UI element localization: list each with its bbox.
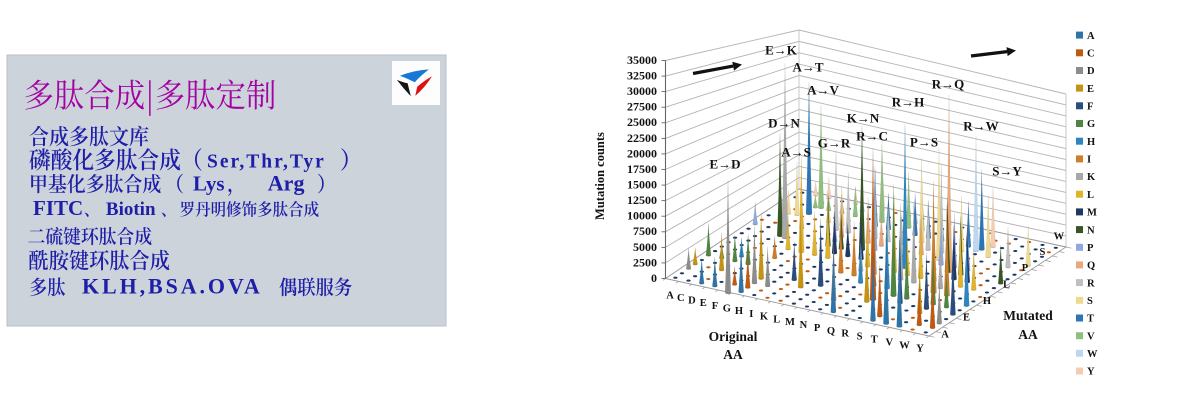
svg-text:17500: 17500: [627, 162, 657, 176]
svg-text:7500: 7500: [633, 224, 657, 238]
svg-text:H: H: [983, 296, 991, 307]
svg-text:S: S: [1039, 247, 1045, 258]
svg-text:K: K: [760, 312, 769, 323]
svg-text:12500: 12500: [627, 193, 657, 207]
svg-text:S: S: [1087, 296, 1093, 307]
svg-text:30000: 30000: [627, 84, 657, 98]
svg-text:R→C: R→C: [856, 129, 888, 144]
svg-text:Y: Y: [916, 344, 924, 355]
svg-text:2500: 2500: [633, 255, 657, 269]
svg-text:A: A: [666, 290, 674, 301]
svg-text:D: D: [1087, 66, 1095, 77]
svg-text:P: P: [1022, 263, 1029, 274]
svg-text:Q: Q: [827, 326, 835, 337]
svg-text:25000: 25000: [627, 115, 657, 129]
svg-text:27500: 27500: [627, 100, 657, 114]
svg-text:32500: 32500: [627, 69, 657, 83]
svg-text:E: E: [963, 313, 970, 324]
svg-text:AA: AA: [1018, 327, 1038, 342]
svg-text:Lys: Lys: [193, 172, 225, 196]
svg-text:F: F: [1087, 102, 1093, 113]
svg-text:A→T: A→T: [792, 60, 823, 75]
svg-text:FITC: FITC: [33, 196, 83, 220]
svg-text:M: M: [785, 317, 795, 328]
svg-text:R: R: [1087, 278, 1095, 289]
svg-text:KLH,BSA.OVA: KLH,BSA.OVA: [82, 274, 263, 299]
svg-text:Mutation counts: Mutation counts: [593, 132, 607, 220]
svg-text:Y: Y: [1087, 367, 1095, 378]
svg-text:P: P: [1087, 243, 1094, 254]
svg-text:W: W: [1087, 349, 1098, 360]
svg-text:W: W: [899, 341, 910, 352]
svg-text:D→N: D→N: [768, 116, 800, 131]
svg-text:L: L: [1003, 279, 1010, 290]
svg-text:C: C: [1087, 49, 1095, 60]
svg-text:L: L: [773, 314, 780, 325]
svg-text:R: R: [841, 329, 849, 340]
svg-text:I: I: [749, 309, 753, 320]
svg-text:A→S: A→S: [781, 145, 811, 160]
svg-text:F: F: [712, 301, 718, 312]
svg-text:22500: 22500: [627, 131, 657, 145]
svg-text:A→V: A→V: [807, 83, 839, 98]
svg-text:G→R: G→R: [818, 136, 851, 151]
svg-text:E→K: E→K: [765, 43, 798, 58]
svg-text:AA: AA: [723, 347, 743, 362]
svg-text:E: E: [700, 298, 707, 309]
svg-text:S: S: [857, 332, 863, 343]
svg-text:0: 0: [651, 271, 657, 285]
svg-text:20000: 20000: [627, 146, 657, 160]
svg-text:Mutated: Mutated: [1003, 308, 1053, 323]
svg-text:15000: 15000: [627, 178, 657, 192]
svg-text:5000: 5000: [633, 240, 657, 254]
svg-text:R→Q: R→Q: [932, 77, 965, 92]
svg-text:V: V: [1087, 331, 1095, 342]
svg-text:Arg: Arg: [268, 171, 305, 196]
svg-text:H: H: [1087, 137, 1095, 148]
svg-text:T: T: [1087, 314, 1094, 325]
svg-text:K→N: K→N: [847, 111, 880, 126]
svg-text:Original: Original: [709, 329, 758, 344]
svg-text:V: V: [886, 338, 894, 349]
svg-text:C: C: [677, 293, 685, 304]
svg-text:10000: 10000: [627, 209, 657, 223]
svg-text:M: M: [1087, 208, 1097, 219]
svg-text:Q: Q: [1087, 261, 1095, 272]
svg-text:A: A: [941, 330, 949, 341]
svg-text:W: W: [1054, 232, 1065, 243]
svg-text:S→Y: S→Y: [992, 164, 1022, 179]
svg-text:Ser,Thr,Tyr: Ser,Thr,Tyr: [207, 152, 326, 173]
svg-text:G: G: [723, 304, 731, 315]
svg-text:E: E: [1087, 84, 1094, 95]
svg-text:K: K: [1087, 172, 1096, 183]
svg-text:D: D: [688, 296, 696, 307]
svg-text:Biotin: Biotin: [106, 199, 156, 220]
svg-text:L: L: [1087, 190, 1094, 201]
svg-text:H: H: [735, 306, 743, 317]
svg-text:N: N: [800, 320, 808, 331]
svg-text:I: I: [1087, 155, 1091, 166]
svg-text:R→H: R→H: [892, 95, 925, 110]
svg-text:G: G: [1087, 119, 1095, 130]
svg-text:P→S: P→S: [910, 135, 938, 150]
svg-text:A: A: [1087, 31, 1095, 42]
svg-text:P: P: [814, 323, 821, 334]
svg-text:35000: 35000: [627, 53, 657, 67]
svg-text:T: T: [871, 335, 878, 346]
svg-text:N: N: [1087, 225, 1095, 236]
svg-text:E→D: E→D: [709, 157, 740, 172]
svg-text:R→W: R→W: [963, 119, 998, 134]
